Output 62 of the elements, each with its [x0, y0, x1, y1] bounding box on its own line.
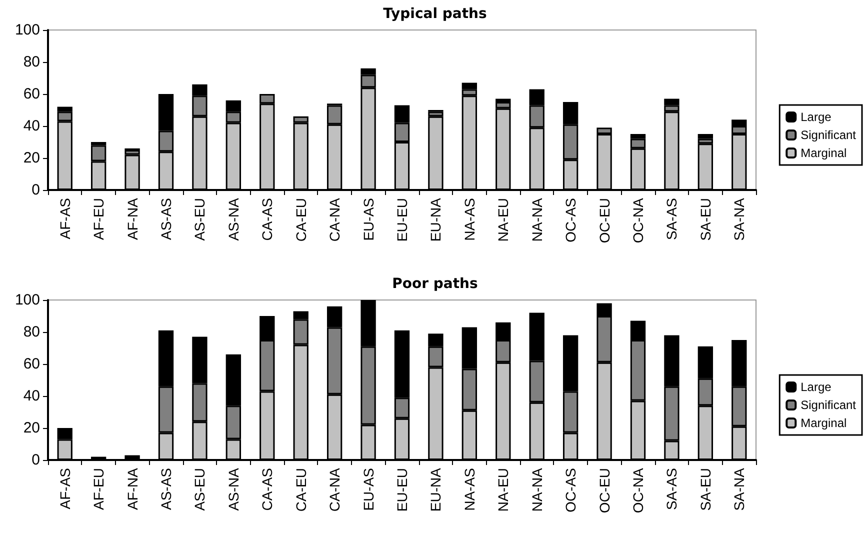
- y-tick-label: 100: [14, 22, 40, 38]
- x-tick-label: SA-AS: [664, 468, 680, 510]
- x-tick-label: NA-NA: [528, 467, 545, 512]
- x-tick-label: AF-EU: [90, 468, 107, 510]
- legend-label: Significant: [800, 128, 857, 142]
- x-tick-label: OC-AS: [562, 198, 579, 242]
- x-tick-label: OC-NA: [630, 467, 646, 514]
- x-tick-label: SA-AS: [664, 198, 680, 240]
- x-tick-label: AS-EU: [192, 198, 208, 241]
- x-tick-label: NA-AS: [461, 198, 478, 241]
- x-tick-label: AS-NA: [225, 467, 242, 511]
- y-tick-label: 80: [23, 54, 40, 70]
- x-tick-label: CA-AS: [259, 198, 276, 241]
- x-tick-label: EU-AS: [360, 468, 376, 511]
- y-tick-label: 60: [23, 356, 40, 372]
- x-tick-label: OC-EU: [596, 468, 612, 514]
- legend-label: Marginal: [800, 416, 847, 430]
- x-tick-label: CA-NA: [326, 467, 343, 512]
- x-tick-label: CA-AS: [259, 468, 276, 511]
- x-tick-label: CA-EU: [292, 468, 309, 512]
- x-tick-label: AS-NA: [225, 197, 242, 241]
- x-tick-label: OC-EU: [596, 198, 612, 244]
- x-tick-label: SA-NA: [731, 197, 748, 241]
- x-tick-label: OC-AS: [562, 468, 579, 512]
- y-tick-label: 100: [14, 292, 40, 308]
- y-tick-label: 20: [23, 420, 40, 436]
- x-tick-label: NA-NA: [528, 197, 545, 242]
- chart-title: Poor paths: [392, 276, 478, 292]
- x-tick-label: EU-EU: [394, 198, 410, 242]
- y-tick-label: 60: [23, 86, 40, 102]
- x-tick-label: AS-EU: [192, 468, 208, 511]
- x-tick-label: SA-EU: [697, 468, 714, 511]
- x-tick-label: SA-NA: [731, 467, 748, 511]
- x-tick-label: AF-EU: [90, 198, 107, 240]
- y-tick-label: 80: [23, 324, 40, 340]
- chart-title: Typical paths: [383, 6, 487, 22]
- x-tick-label: AS-AS: [158, 468, 174, 510]
- x-tick-label: SA-EU: [697, 198, 714, 241]
- y-tick-label: 40: [23, 118, 40, 134]
- x-tick-label: CA-NA: [326, 197, 343, 242]
- legend-label: Marginal: [800, 146, 847, 160]
- x-tick-label: AF-NA: [124, 197, 140, 240]
- y-tick-label: 0: [32, 182, 40, 198]
- y-tick-label: 20: [23, 150, 40, 166]
- x-tick-label: AF-AS: [56, 198, 73, 240]
- x-tick-label: EU-NA: [428, 197, 444, 242]
- x-tick-label: CA-EU: [292, 198, 309, 242]
- x-tick-label: OC-NA: [630, 197, 646, 244]
- x-tick-label: NA-EU: [495, 198, 512, 242]
- legend-label: Large: [800, 110, 832, 124]
- y-tick-label: 0: [32, 452, 40, 468]
- legend-label: Large: [800, 380, 832, 394]
- x-tick-label: EU-EU: [394, 468, 410, 512]
- x-tick-label: EU-AS: [360, 198, 376, 241]
- x-tick-label: EU-NA: [428, 467, 444, 512]
- y-tick-label: 40: [23, 388, 40, 404]
- x-tick-label: NA-EU: [495, 468, 512, 512]
- x-tick-label: AF-AS: [56, 468, 73, 510]
- legend-label: Significant: [800, 398, 857, 412]
- x-tick-label: AS-AS: [158, 198, 174, 240]
- x-tick-label: NA-AS: [461, 468, 478, 511]
- x-tick-label: AF-NA: [124, 467, 140, 510]
